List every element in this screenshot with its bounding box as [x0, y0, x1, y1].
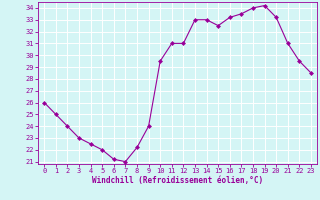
- X-axis label: Windchill (Refroidissement éolien,°C): Windchill (Refroidissement éolien,°C): [92, 176, 263, 185]
